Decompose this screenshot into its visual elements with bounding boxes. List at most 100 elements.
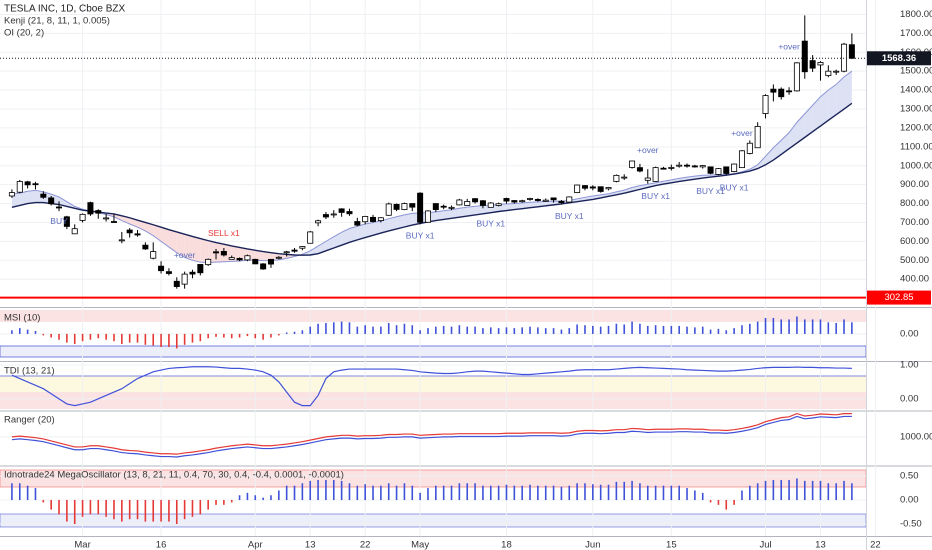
histogram-bar [529, 326, 531, 334]
band-fill [789, 122, 797, 149]
histogram-bar [332, 322, 335, 334]
histogram-bar [11, 330, 13, 334]
histogram-bar [419, 330, 421, 334]
histogram-bar [18, 483, 21, 501]
x-tick-label: 22 [360, 540, 371, 550]
histogram-bar [678, 325, 680, 334]
histogram-bar [489, 485, 492, 501]
histogram-bar [772, 479, 775, 501]
histogram-bar [152, 500, 155, 522]
histogram-bar [26, 329, 29, 334]
histogram-bar [395, 325, 398, 334]
band-fill [522, 202, 531, 209]
candle-body [566, 196, 573, 203]
histogram-bar [552, 328, 555, 334]
histogram-bar [466, 326, 469, 334]
x-tick-label: 15 [666, 540, 677, 550]
histogram-bar [34, 331, 37, 334]
histogram-bar [756, 483, 759, 501]
histogram-bar [183, 500, 186, 520]
histogram-bar [733, 500, 735, 505]
histogram-bar [843, 319, 845, 334]
labels: TESLA INC, 1D, Cboe BZX Kenji (21, 8, 11… [4, 4, 932, 550]
candle-body [684, 164, 691, 167]
histogram-bar [442, 325, 445, 334]
histogram-bar [348, 322, 351, 334]
histogram-bar [427, 328, 429, 334]
histogram-bar [207, 333, 209, 339]
histogram-bar [521, 485, 523, 501]
chart-title: TESLA INC, 1D, Cboe BZX [4, 4, 125, 15]
histogram-bar [639, 483, 641, 501]
histogram-bar [749, 323, 751, 334]
histogram-bar [709, 329, 712, 334]
band-fill [216, 242, 224, 263]
candle-body [118, 239, 125, 242]
candle-body [48, 197, 55, 205]
histogram-bar [670, 485, 673, 501]
histogram-bar [50, 333, 52, 338]
candle-body [283, 251, 290, 254]
y-tick-label: 1000.00 [900, 431, 932, 442]
level-box [867, 290, 931, 305]
histogram-bar [387, 323, 390, 334]
histogram-bar [380, 485, 382, 501]
histogram-bar [796, 478, 798, 501]
candle-body [71, 228, 78, 235]
histogram-bar [356, 326, 359, 334]
histogram-bar [749, 485, 751, 501]
candle-body [165, 271, 172, 274]
histogram-bar [450, 485, 453, 501]
histogram-bar [152, 333, 155, 346]
candle-body [393, 203, 400, 210]
histogram-bar [772, 317, 775, 334]
band-fill [137, 220, 146, 231]
candle-body [150, 251, 157, 259]
histogram-bar [537, 327, 539, 334]
x-tick-label: May [411, 540, 429, 550]
histogram-bar [725, 330, 728, 334]
band-fill [404, 213, 413, 228]
band-fill [467, 206, 476, 217]
histogram-bar [121, 500, 123, 522]
histogram-bar [317, 323, 319, 334]
band-fill [263, 251, 271, 261]
histogram-bar [560, 329, 563, 334]
histogram-bar [11, 483, 13, 501]
histogram-bar [387, 483, 390, 501]
candle-body [691, 165, 698, 168]
histogram-bar [175, 333, 178, 349]
band-fill [270, 252, 279, 261]
y-tick-label: 1100.00 [900, 141, 932, 152]
histogram-bar [646, 325, 649, 334]
pane-title: MSI (10) [4, 313, 40, 324]
candle-body [778, 88, 785, 98]
histogram-bar [631, 480, 633, 501]
grid [0, 0, 876, 536]
histogram-bar [254, 333, 257, 339]
histogram-bar [646, 485, 649, 501]
band-fill [153, 224, 162, 242]
histogram-bar [380, 326, 382, 334]
histogram-bar [73, 333, 76, 345]
candle-body [142, 244, 149, 250]
histogram-bar [81, 333, 84, 342]
histogram-bar [819, 319, 822, 334]
histogram-bar [325, 323, 327, 334]
y-tick-label: 0.00 [900, 495, 919, 506]
candle-body [409, 203, 416, 208]
y-tick-label: 1300.00 [900, 104, 932, 115]
histogram-bar [411, 485, 414, 501]
histogram-bar [356, 485, 359, 501]
histogram-bar [42, 500, 45, 503]
histogram-bar [215, 333, 217, 337]
candle-body [534, 198, 541, 201]
histogram-bar [144, 333, 147, 345]
candle-body [848, 44, 855, 59]
band-fill [812, 96, 821, 132]
candle-body [613, 174, 620, 182]
band-fill [530, 201, 538, 208]
y-tick-label: 0.50 [900, 471, 919, 482]
histogram-bar [505, 327, 508, 334]
